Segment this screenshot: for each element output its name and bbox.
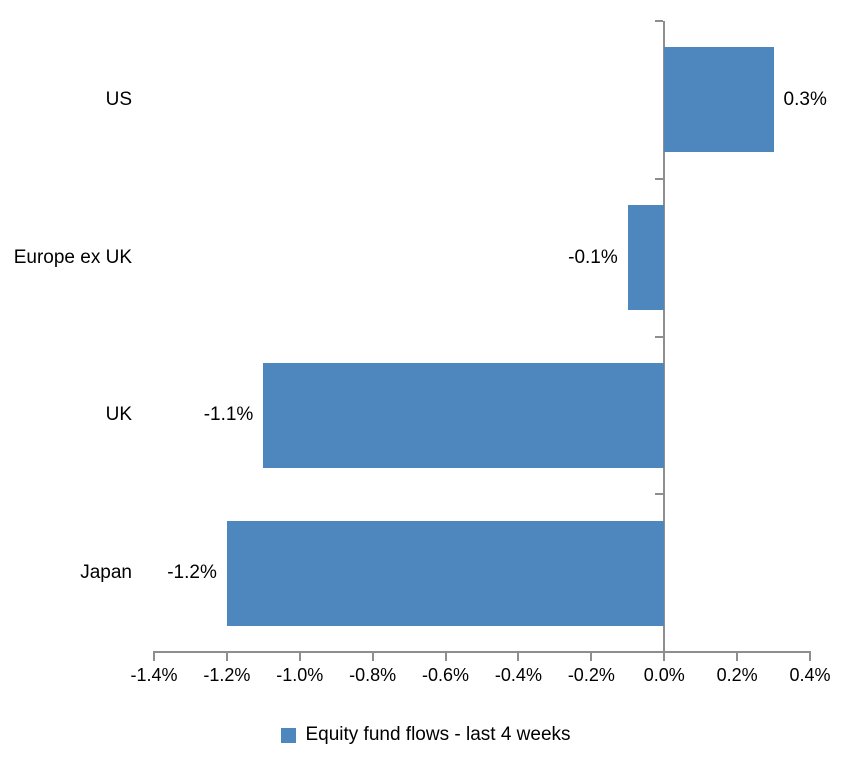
y-axis-tick	[655, 493, 664, 496]
x-axis-tick-label: 0.4%	[789, 665, 831, 685]
category-label: Europe ex UK	[13, 246, 132, 268]
x-axis-tick	[298, 651, 301, 661]
x-axis-tick	[663, 651, 666, 661]
data-label: -1.2%	[167, 562, 217, 584]
y-axis-line	[663, 21, 666, 660]
x-axis-tick-label: -0.4%	[494, 665, 542, 685]
bar-japan	[226, 520, 665, 626]
bar-uk	[263, 362, 665, 468]
bar-us	[664, 47, 774, 153]
category-label: Japan	[80, 562, 132, 584]
x-axis-tick-label: -1.2%	[203, 665, 251, 685]
data-label: -0.1%	[568, 246, 618, 268]
x-axis-tick-label: -0.2%	[567, 665, 615, 685]
x-axis-tick-label: -1.4%	[130, 665, 178, 685]
category-label: US	[105, 88, 132, 110]
y-axis-tick	[655, 177, 664, 180]
x-axis-tick-label: -0.8%	[349, 665, 397, 685]
bar-europe-ex-uk	[627, 205, 665, 311]
x-axis-tick-label: -0.6%	[422, 665, 470, 685]
x-axis-tick-label: 0.0%	[643, 665, 685, 685]
x-axis-tick	[444, 651, 447, 661]
x-axis-line	[154, 651, 810, 653]
x-axis-tick-label: -1.0%	[276, 665, 324, 685]
x-axis-tick	[153, 651, 155, 661]
x-axis-tick	[736, 651, 739, 661]
legend: Equity fund flows - last 4 weeks	[0, 722, 852, 748]
category-label: UK	[105, 404, 132, 426]
legend-label: Equity fund flows - last 4 weeks	[305, 724, 571, 745]
y-axis-tick	[655, 20, 664, 22]
x-axis-tick	[225, 651, 228, 661]
x-axis-tick	[517, 651, 520, 661]
data-label: 0.3%	[783, 88, 827, 110]
x-axis-tick	[809, 651, 811, 661]
x-axis-tick	[371, 651, 374, 661]
x-axis-tick-label: 0.2%	[716, 665, 758, 685]
x-axis-tick	[590, 651, 593, 661]
legend-swatch-icon	[281, 727, 297, 743]
data-label: -1.1%	[203, 404, 254, 426]
y-axis-tick	[655, 335, 664, 338]
